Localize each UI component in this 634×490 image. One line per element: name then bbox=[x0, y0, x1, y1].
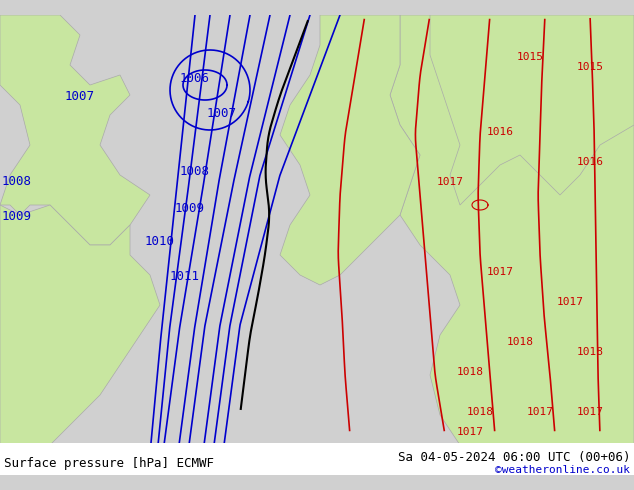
Text: 1016: 1016 bbox=[486, 127, 514, 137]
Polygon shape bbox=[390, 15, 634, 475]
Text: 1009: 1009 bbox=[175, 202, 205, 215]
Polygon shape bbox=[0, 15, 150, 245]
Text: 1006: 1006 bbox=[180, 73, 210, 85]
Text: 1016: 1016 bbox=[576, 157, 604, 167]
Text: 1011: 1011 bbox=[170, 270, 200, 283]
Text: 1008: 1008 bbox=[2, 175, 32, 188]
Text: 1015: 1015 bbox=[576, 62, 604, 72]
Polygon shape bbox=[280, 15, 420, 285]
Text: 1018: 1018 bbox=[456, 367, 484, 377]
Text: 1008: 1008 bbox=[180, 165, 210, 178]
Text: 1009: 1009 bbox=[2, 210, 32, 223]
Text: 1017: 1017 bbox=[526, 407, 553, 417]
Text: 1017: 1017 bbox=[436, 177, 463, 187]
Bar bbox=[0, 443, 634, 475]
Text: Surface pressure [hPa] ECMWF: Surface pressure [hPa] ECMWF bbox=[4, 457, 214, 469]
Text: 1015: 1015 bbox=[517, 52, 543, 62]
Text: 1010: 1010 bbox=[145, 235, 175, 248]
Polygon shape bbox=[0, 305, 50, 415]
Polygon shape bbox=[0, 205, 160, 475]
Polygon shape bbox=[430, 15, 634, 205]
Text: 1017: 1017 bbox=[456, 427, 484, 437]
Text: 1017: 1017 bbox=[486, 267, 514, 277]
Text: 1007: 1007 bbox=[207, 107, 237, 120]
Text: 1017: 1017 bbox=[576, 407, 604, 417]
Text: ©weatheronline.co.uk: ©weatheronline.co.uk bbox=[495, 465, 630, 475]
Text: 1018: 1018 bbox=[467, 407, 493, 417]
Text: 1007: 1007 bbox=[65, 90, 95, 103]
Text: 1018: 1018 bbox=[576, 347, 604, 357]
Text: 1017: 1017 bbox=[557, 297, 583, 307]
Text: Sa 04-05-2024 06:00 UTC (00+06): Sa 04-05-2024 06:00 UTC (00+06) bbox=[398, 450, 630, 464]
Text: 1018: 1018 bbox=[507, 337, 533, 347]
